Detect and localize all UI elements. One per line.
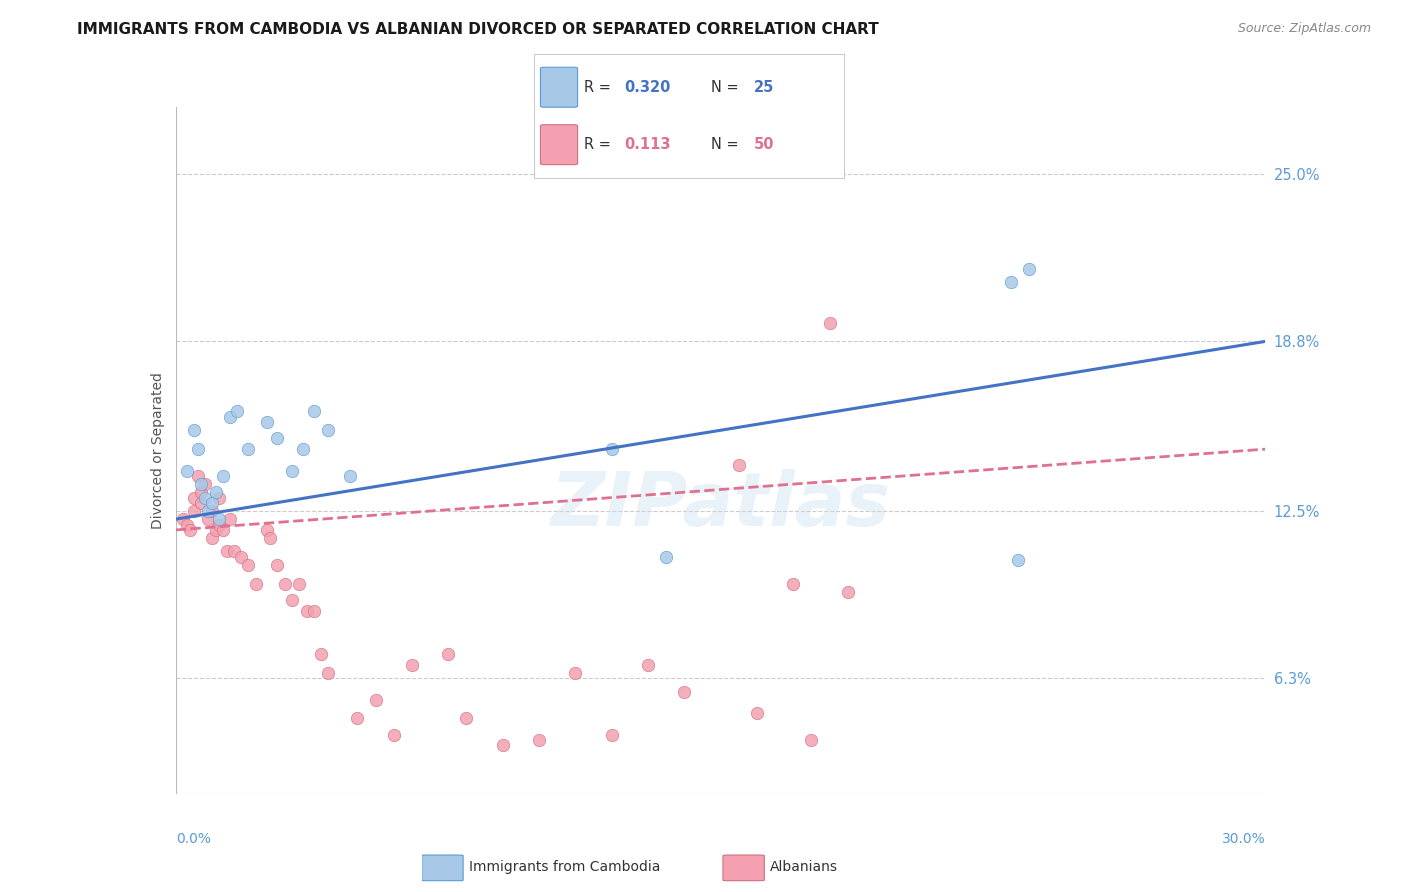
Text: R =: R = (583, 137, 620, 153)
Point (745, 706, 768, 720)
Point (274, 576, 297, 591)
Point (186, 469, 209, 483)
Point (183, 504, 205, 518)
Text: 25: 25 (754, 79, 775, 95)
Point (183, 423, 205, 437)
Point (437, 647, 460, 661)
Point (176, 464, 198, 478)
Point (231, 549, 253, 564)
Point (1007, 552, 1029, 566)
Point (179, 523, 201, 537)
Point (183, 491, 205, 505)
Point (245, 576, 267, 591)
FancyBboxPatch shape (723, 855, 765, 880)
Text: Source: ZipAtlas.com: Source: ZipAtlas.com (1237, 22, 1371, 36)
Point (281, 464, 304, 478)
Point (318, 665, 340, 680)
Point (201, 531, 224, 545)
Point (837, 585, 859, 599)
FancyBboxPatch shape (540, 125, 578, 165)
Text: Immigrants from Cambodia: Immigrants from Cambodia (470, 861, 661, 874)
Point (208, 491, 231, 505)
Point (208, 517, 231, 532)
Point (266, 431, 288, 445)
Point (655, 549, 678, 564)
Point (219, 409, 242, 424)
Point (259, 531, 281, 545)
Point (215, 544, 238, 558)
Point (226, 404, 249, 418)
Point (288, 576, 311, 591)
Point (309, 647, 332, 661)
Point (456, 711, 478, 725)
Point (302, 604, 325, 618)
Point (818, 316, 841, 330)
Point (222, 544, 245, 558)
Point (186, 442, 209, 456)
Point (201, 496, 224, 510)
Point (527, 733, 550, 747)
Point (208, 512, 231, 526)
Point (727, 458, 749, 473)
Point (190, 485, 212, 500)
Point (600, 728, 623, 742)
Point (172, 512, 194, 526)
Point (238, 442, 260, 456)
Point (204, 523, 226, 537)
Point (256, 523, 278, 537)
Point (637, 657, 659, 672)
FancyBboxPatch shape (540, 67, 578, 107)
Point (176, 517, 198, 532)
Point (190, 477, 212, 491)
Point (800, 733, 823, 747)
Text: 30.0%: 30.0% (1222, 831, 1265, 846)
Point (382, 728, 405, 742)
Point (1018, 261, 1040, 276)
Point (281, 593, 304, 607)
Text: N =: N = (710, 137, 742, 153)
Point (564, 665, 586, 680)
Text: 50: 50 (754, 137, 775, 153)
Text: R =: R = (583, 79, 616, 95)
Text: 0.320: 0.320 (624, 79, 671, 95)
Point (600, 442, 623, 456)
Text: ZIPatlas: ZIPatlas (551, 469, 890, 542)
Point (346, 711, 368, 725)
Point (212, 523, 235, 537)
Point (364, 692, 387, 706)
Text: Albanians: Albanians (770, 861, 838, 874)
FancyBboxPatch shape (422, 855, 463, 880)
Point (194, 477, 217, 491)
Point (194, 491, 217, 505)
Point (492, 739, 515, 753)
Point (318, 423, 340, 437)
Y-axis label: Divorced or Separated: Divorced or Separated (150, 372, 165, 529)
Point (339, 469, 361, 483)
Point (201, 504, 224, 518)
Point (256, 415, 278, 429)
Point (197, 504, 219, 518)
Point (204, 485, 226, 500)
Point (673, 684, 696, 698)
Point (219, 512, 242, 526)
Point (1000, 275, 1022, 289)
Point (197, 512, 219, 526)
Point (291, 442, 314, 456)
Text: 0.0%: 0.0% (176, 831, 211, 846)
Point (782, 576, 804, 591)
Text: N =: N = (710, 79, 742, 95)
Point (238, 558, 260, 572)
Point (401, 657, 423, 672)
Point (302, 404, 325, 418)
Text: 0.113: 0.113 (624, 137, 671, 153)
Point (295, 604, 318, 618)
Text: IMMIGRANTS FROM CAMBODIA VS ALBANIAN DIVORCED OR SEPARATED CORRELATION CHART: IMMIGRANTS FROM CAMBODIA VS ALBANIAN DIV… (77, 22, 879, 37)
Point (266, 558, 288, 572)
Point (212, 469, 235, 483)
Point (190, 496, 212, 510)
